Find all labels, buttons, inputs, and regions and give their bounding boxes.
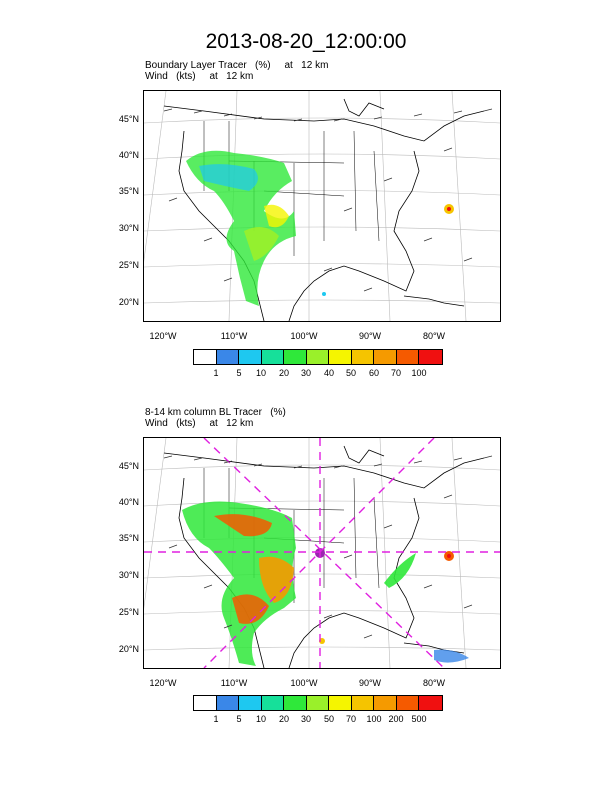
- panel1-colorbar-label: 50: [345, 368, 356, 378]
- panel2-title-line2: Wind (kts) at 12 km: [145, 418, 254, 429]
- panel2-lat-label: 20°N: [118, 644, 139, 654]
- panel1-colorbar-label: 30: [300, 368, 311, 378]
- panel1-colorbar-label: 60: [368, 368, 379, 378]
- panel2-colorbar-label: 10: [255, 714, 266, 724]
- panel1-colorbar-label: 5: [236, 368, 242, 378]
- panel1-lat-label: 45°N: [118, 114, 139, 124]
- panel2-colorbar-label: 200: [388, 714, 404, 724]
- panel2-title-line1: 8-14 km column BL Tracer (%): [145, 407, 286, 418]
- colorbar-swatch: [306, 696, 329, 710]
- colorbar-swatch: [374, 350, 397, 364]
- panel1-wind-barbs: [163, 108, 493, 292]
- panel1-map: [143, 90, 501, 322]
- panel1-colorbar-label: 10: [255, 368, 266, 378]
- panel2-colorbar-label: 30: [300, 714, 311, 724]
- panel1-colorbar: [193, 349, 443, 365]
- panel2-lon-label: 90°W: [358, 678, 382, 688]
- panel1-lat-label: 30°N: [118, 223, 139, 233]
- panel2-lon-label: 110°W: [220, 678, 248, 688]
- panel2-graticule: [144, 438, 500, 668]
- panel2-lat-label: 45°N: [118, 461, 139, 471]
- colorbar-swatch: [261, 350, 284, 364]
- colorbar-swatch: [396, 350, 419, 364]
- panel2-lon-label: 80°W: [422, 678, 446, 688]
- panel1-lat-label: 35°N: [118, 186, 139, 196]
- panel2-colorbar-label: 1: [213, 714, 219, 724]
- panel2-colorbar-label: 20: [278, 714, 289, 724]
- panel2-colorbar-label: 50: [323, 714, 334, 724]
- panel1-colorbar-label: 20: [278, 368, 289, 378]
- panel2-lon-label: 100°W: [290, 678, 318, 688]
- panel2-colorbar-label: 100: [366, 714, 382, 724]
- panel2-colorbar-label: 70: [345, 714, 356, 724]
- panel1-lon-label: 120°W: [149, 331, 177, 341]
- panel1-lon-label: 90°W: [358, 331, 382, 341]
- panel1-lat-label: 20°N: [118, 297, 139, 307]
- colorbar-swatch: [239, 350, 262, 364]
- panel1-colorbar-label: 100: [411, 368, 427, 378]
- colorbar-swatch: [284, 696, 307, 710]
- panel2-lon-label: 120°W: [149, 678, 177, 688]
- panel2-wind-barbs: [163, 455, 493, 639]
- page-title: 2013-08-20_12:00:00: [205, 30, 407, 53]
- panel2-colorbar: [193, 695, 443, 711]
- panel1-lon-label: 80°W: [422, 331, 446, 341]
- colorbar-swatch: [329, 350, 352, 364]
- panel1-colorbar-label: 70: [390, 368, 401, 378]
- panel1-title-line1: Boundary Layer Tracer (%) at 12 km: [145, 60, 329, 71]
- panel1-map-canvas: [144, 91, 500, 321]
- panel2-tracer-shading: [182, 501, 469, 666]
- panel2-colorbar-label: 5: [236, 714, 242, 724]
- colorbar-swatch: [374, 696, 397, 710]
- panel2-map-canvas: [144, 438, 500, 668]
- panel2-lat-label: 30°N: [118, 570, 139, 580]
- colorbar-swatch: [329, 696, 352, 710]
- panel2-map: [143, 437, 501, 669]
- colorbar-swatch: [284, 350, 307, 364]
- colorbar-swatch: [306, 350, 329, 364]
- panel2-lat-label: 40°N: [118, 497, 139, 507]
- colorbar-swatch: [216, 696, 239, 710]
- panel1-tracer-shading: [186, 150, 454, 306]
- colorbar-swatch: [419, 350, 442, 364]
- panel2-cross-section-lines: [144, 438, 500, 668]
- colorbar-swatch: [419, 696, 442, 710]
- colorbar-swatch: [396, 696, 419, 710]
- colorbar-swatch: [351, 696, 374, 710]
- panel1-lat-label: 25°N: [118, 260, 139, 270]
- panel1-graticule: [144, 91, 500, 321]
- panel1-title-line2: Wind (kts) at 12 km: [145, 71, 254, 82]
- panel1-lon-label: 110°W: [220, 331, 248, 341]
- panel1-colorbar-label: 1: [213, 368, 219, 378]
- panel1-lon-label: 100°W: [290, 331, 318, 341]
- panel2-colorbar-label: 500: [411, 714, 427, 724]
- colorbar-swatch: [194, 696, 217, 710]
- colorbar-swatch: [261, 696, 284, 710]
- panel1-colorbar-label: 40: [323, 368, 334, 378]
- colorbar-swatch: [239, 696, 262, 710]
- panel2-lat-label: 35°N: [118, 533, 139, 543]
- colorbar-swatch: [216, 350, 239, 364]
- colorbar-swatch: [351, 350, 374, 364]
- panel1-lat-label: 40°N: [118, 150, 139, 160]
- panel2-lat-label: 25°N: [118, 607, 139, 617]
- colorbar-swatch: [194, 350, 217, 364]
